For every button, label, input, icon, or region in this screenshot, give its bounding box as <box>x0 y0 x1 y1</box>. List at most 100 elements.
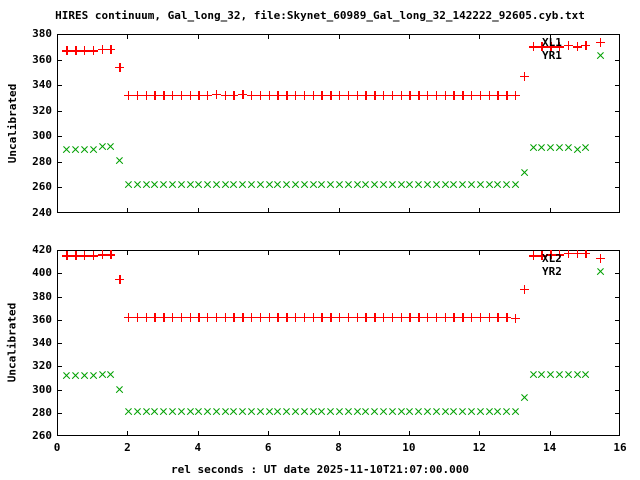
data-point-xl1 <box>484 90 494 100</box>
data-point-xl1 <box>264 90 274 100</box>
y-tick-right <box>615 187 620 188</box>
data-point-yr1 <box>186 180 195 189</box>
y-tick <box>57 60 62 61</box>
data-point-xl1 <box>106 44 116 54</box>
data-point-yr1 <box>168 180 177 189</box>
x-tick <box>268 431 269 436</box>
data-point-xl2 <box>405 312 415 322</box>
x-tick <box>409 431 410 436</box>
data-point-yr2 <box>335 407 344 416</box>
data-point-yr2 <box>326 407 335 416</box>
data-point-xl2 <box>361 312 371 322</box>
y-tick-right <box>615 297 620 298</box>
data-point-xl2 <box>273 312 283 322</box>
x-tick-top <box>479 34 480 39</box>
data-point-yr1 <box>414 180 423 189</box>
data-point-yr1 <box>344 180 353 189</box>
data-point-xl1 <box>396 90 406 100</box>
data-point-xl2 <box>510 314 520 324</box>
data-point-yr2 <box>309 407 318 416</box>
data-point-xl1 <box>326 90 336 100</box>
data-point-xl2 <box>528 251 538 261</box>
data-point-xl1 <box>317 90 327 100</box>
data-point-xl1 <box>97 44 107 54</box>
y-tick-right <box>615 273 620 274</box>
data-point-yr2 <box>344 407 353 416</box>
data-point-xl2 <box>317 312 327 322</box>
y-tick-label: 400 <box>32 266 52 280</box>
data-point-yr1 <box>265 180 274 189</box>
plot-area-bottom <box>57 250 620 436</box>
y-tick-label: 380 <box>32 27 52 40</box>
data-point-yr2 <box>168 407 177 416</box>
x-tick-top <box>198 34 199 39</box>
data-point-xl2 <box>150 312 160 322</box>
data-point-xl2 <box>238 312 248 322</box>
data-point-yr2 <box>71 371 80 380</box>
data-point-xl1 <box>185 90 195 100</box>
data-point-yr2 <box>564 370 573 379</box>
y-tick-label: 380 <box>32 289 52 303</box>
y-tick-right <box>615 390 620 391</box>
y-tick <box>57 273 62 274</box>
data-point-xl2 <box>299 312 309 322</box>
data-point-yr1 <box>423 180 432 189</box>
data-point-xl1 <box>238 89 248 99</box>
data-point-xl2 <box>220 312 230 322</box>
data-point-xl1 <box>510 90 520 100</box>
y-tick-label: 420 <box>32 243 52 256</box>
x-tick-label: 16 <box>613 441 627 454</box>
x-tick-label: 2 <box>124 441 131 454</box>
data-point-yr1 <box>388 180 397 189</box>
data-point-xl2 <box>132 312 142 322</box>
data-point-xl1 <box>203 90 213 100</box>
data-point-xl1 <box>370 90 380 100</box>
y-tick <box>57 111 62 112</box>
x-tick <box>127 431 128 436</box>
y-tick <box>57 343 62 344</box>
data-point-xl2 <box>431 312 441 322</box>
data-point-xl1 <box>176 90 186 100</box>
y-tick <box>57 297 62 298</box>
data-point-xl1 <box>431 90 441 100</box>
data-point-yr2 <box>581 370 590 379</box>
x-tick <box>198 208 199 213</box>
data-point-xl1 <box>141 90 151 100</box>
plot-frame-top <box>57 34 620 213</box>
data-point-xl2 <box>379 312 389 322</box>
data-point-xl2 <box>229 312 239 322</box>
data-point-xl1 <box>423 90 433 100</box>
y-tick-label: 360 <box>32 312 52 326</box>
data-point-xl2 <box>255 312 265 322</box>
y-tick-right <box>615 85 620 86</box>
data-point-yr2 <box>317 407 326 416</box>
data-point-yr1 <box>379 180 388 189</box>
data-point-yr2 <box>537 370 546 379</box>
data-point-xl2 <box>71 251 81 261</box>
data-point-xl1 <box>467 90 476 100</box>
y-tick-label: 280 <box>32 405 52 419</box>
data-point-yr1 <box>546 143 555 152</box>
data-point-yr2 <box>221 407 230 416</box>
legend-entry-yr1: YR1 <box>542 49 614 62</box>
data-point-yr2 <box>467 407 476 416</box>
data-point-xl1 <box>132 90 142 100</box>
data-point-xl2 <box>326 312 336 322</box>
data-point-yr1 <box>511 180 520 189</box>
data-point-xl2 <box>167 312 177 322</box>
data-point-yr1 <box>142 180 151 189</box>
data-point-yr2 <box>98 370 107 379</box>
data-point-yr1 <box>80 145 89 154</box>
y-tick <box>57 413 62 414</box>
data-point-yr2 <box>186 407 195 416</box>
data-point-xl2 <box>370 312 380 322</box>
data-point-yr2 <box>361 407 370 416</box>
data-point-xl2 <box>159 312 169 322</box>
data-point-xl1 <box>405 90 415 100</box>
data-point-xl1 <box>449 90 459 100</box>
data-point-yr1 <box>256 180 265 189</box>
data-point-yr1 <box>291 180 300 189</box>
data-point-yr2 <box>194 407 203 416</box>
data-point-yr1 <box>229 180 238 189</box>
